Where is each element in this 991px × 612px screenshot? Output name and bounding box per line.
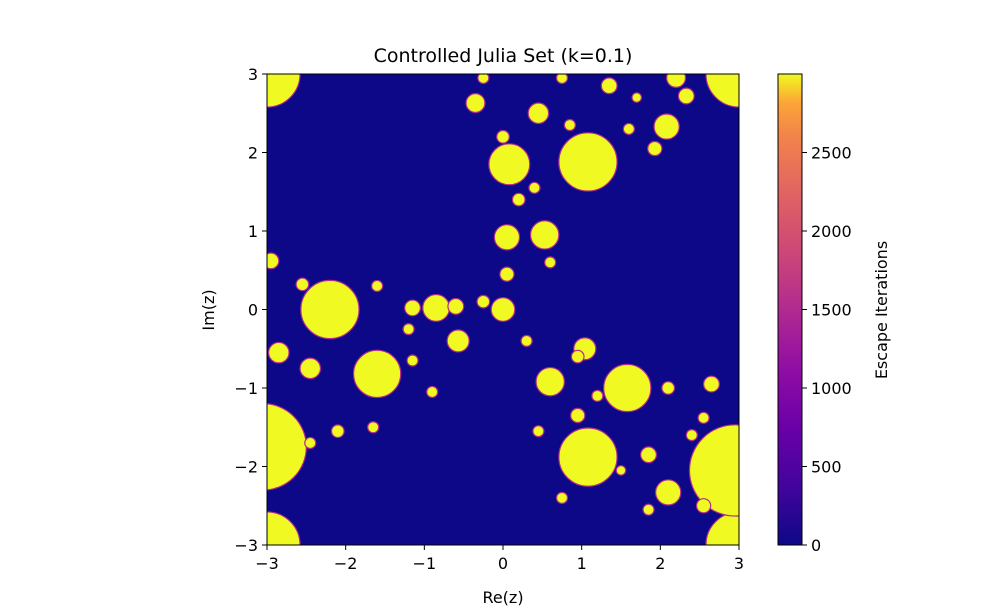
x-axis-ticks: −3 −2 −1 0 1 2 3 — [255, 545, 744, 573]
julia-filled-region — [570, 407, 586, 424]
julia-filled-region — [563, 118, 576, 132]
julia-filled-region — [647, 140, 663, 157]
julia-filled-region — [622, 122, 635, 136]
heatmap-plot-area — [267, 74, 739, 545]
julia-filled-region — [511, 192, 526, 207]
colorbar — [777, 73, 803, 546]
julia-filled-region — [655, 479, 682, 506]
julia-filled-region — [558, 427, 618, 487]
y-tick-label: −3 — [234, 536, 258, 555]
julia-filled-region — [653, 113, 680, 140]
julia-filled-region — [703, 375, 720, 393]
julia-filled-region — [558, 132, 618, 192]
julia-filled-region — [685, 428, 698, 442]
colorbar-tick-label: 1500 — [811, 301, 852, 320]
julia-filled-region — [615, 465, 627, 476]
julia-filled-region — [330, 424, 345, 439]
julia-filled-region — [371, 279, 384, 293]
x-tick-label: 1 — [577, 554, 587, 573]
julia-filled-region — [426, 385, 439, 399]
julia-filled-region — [300, 279, 360, 340]
julia-filled-region — [404, 299, 421, 317]
julia-filled-region — [631, 92, 643, 103]
julia-filled-region — [477, 74, 490, 85]
julia-filled-region — [535, 366, 565, 397]
julia-filled-region — [666, 74, 687, 88]
julia-filled-region — [688, 424, 739, 517]
x-tick-label: −3 — [255, 554, 279, 573]
julia-filled-region — [476, 294, 491, 309]
julia-filled-region — [493, 224, 521, 251]
y-tick-label: 2 — [248, 144, 258, 163]
y-tick-label: 3 — [248, 65, 258, 84]
colorbar-tick-label: 2500 — [811, 144, 852, 163]
julia-filled-region — [406, 354, 419, 367]
julia-filled-region — [488, 143, 531, 186]
y-tick-label: 1 — [248, 222, 258, 241]
julia-filled-region — [529, 220, 560, 250]
julia-filled-region — [304, 436, 317, 450]
x-tick-label: 0 — [498, 554, 508, 573]
julia-filled-region — [544, 256, 557, 269]
x-axis-label: Re(z) — [482, 588, 523, 607]
colorbar-ticks: 0 500 1000 1500 2000 2500 — [802, 144, 852, 555]
julia-filled-region — [591, 389, 604, 402]
julia-filled-region — [447, 297, 465, 315]
julia-filled-region — [697, 411, 710, 424]
julia-filled-region — [422, 293, 451, 322]
julia-filled-region — [603, 363, 652, 413]
y-tick-label: −1 — [234, 379, 258, 398]
julia-filled-region — [520, 334, 533, 348]
x-tick-label: 3 — [734, 554, 744, 573]
julia-filled-region — [352, 349, 402, 399]
chart-title: Controlled Julia Set (k=0.1) — [374, 45, 633, 67]
julia-filled-region — [499, 266, 515, 282]
julia-filled-region — [527, 102, 550, 125]
julia-filled-region — [267, 341, 290, 364]
colorbar-tick-label: 2000 — [811, 222, 852, 241]
colorbar-tick-label: 1000 — [811, 379, 852, 398]
julia-filled-region — [570, 349, 585, 364]
y-axis-label: Im(z) — [199, 289, 218, 330]
julia-filled-region — [267, 252, 280, 270]
julia-filled-region — [528, 181, 541, 194]
julia-filled-region — [555, 74, 569, 85]
julia-filled-region — [705, 74, 739, 108]
x-tick-label: −1 — [413, 554, 437, 573]
julia-filled-region — [532, 425, 545, 438]
julia-filled-region — [677, 87, 695, 105]
julia-filled-region — [640, 446, 658, 464]
julia-filled-region — [465, 93, 486, 114]
julia-filled-region — [496, 129, 510, 144]
julia-filled-region — [299, 357, 322, 380]
julia-filled-region — [446, 329, 470, 353]
julia-filled-region — [695, 498, 712, 514]
julia-filled-region — [267, 403, 307, 491]
filled-julia-regions — [267, 74, 739, 545]
julia-filled-region — [490, 297, 516, 322]
y-tick-label: −2 — [234, 458, 258, 477]
julia-filled-region — [642, 503, 655, 516]
x-tick-label: −2 — [334, 554, 358, 573]
y-tick-label: 0 — [248, 301, 258, 320]
colorbar-tick-label: 500 — [811, 458, 842, 477]
julia-filled-region — [367, 421, 380, 434]
y-axis-ticks: 3 2 1 0 −1 −2 −3 — [234, 65, 267, 555]
x-tick-label: 2 — [655, 554, 665, 573]
colorbar-tick-label: 0 — [811, 536, 821, 555]
julia-filled-region — [600, 77, 618, 95]
colorbar-label: Escape Iterations — [872, 241, 891, 379]
julia-filled-region — [661, 381, 676, 395]
julia-filled-region — [267, 74, 301, 108]
julia-filled-region — [555, 491, 569, 505]
julia-filled-region — [295, 277, 310, 292]
julia-filled-region — [402, 323, 415, 336]
